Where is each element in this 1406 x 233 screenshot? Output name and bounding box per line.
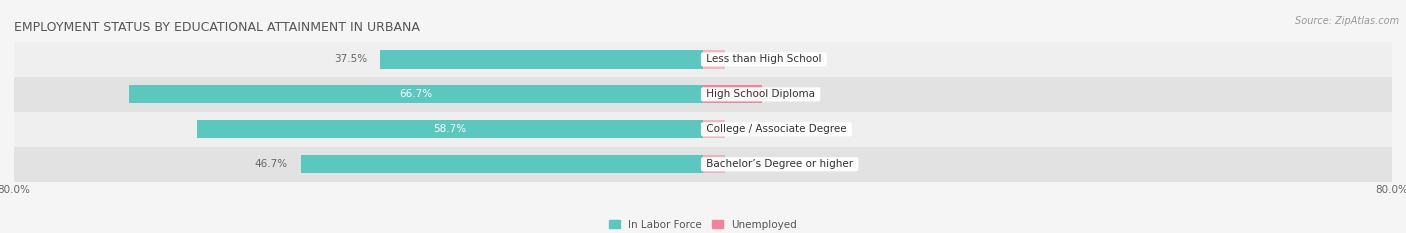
Text: 0.0%: 0.0%: [738, 159, 763, 169]
Bar: [703, 85, 762, 103]
Text: Source: ZipAtlas.com: Source: ZipAtlas.com: [1295, 16, 1399, 26]
Text: 46.7%: 46.7%: [254, 159, 288, 169]
Legend: In Labor Force, Unemployed: In Labor Force, Unemployed: [609, 220, 797, 230]
Bar: [703, 120, 724, 138]
Bar: [14, 112, 1392, 147]
Bar: [14, 77, 1392, 112]
Text: College / Associate Degree: College / Associate Degree: [703, 124, 849, 134]
Bar: [197, 120, 703, 138]
Text: Bachelor’s Degree or higher: Bachelor’s Degree or higher: [703, 159, 856, 169]
Text: Less than High School: Less than High School: [703, 55, 825, 64]
Bar: [703, 155, 724, 173]
Bar: [128, 85, 703, 103]
Text: 58.7%: 58.7%: [433, 124, 467, 134]
Text: 6.9%: 6.9%: [775, 89, 801, 99]
Text: 0.0%: 0.0%: [738, 124, 763, 134]
Bar: [380, 50, 703, 69]
Text: 66.7%: 66.7%: [399, 89, 433, 99]
Text: High School Diploma: High School Diploma: [703, 89, 818, 99]
Bar: [301, 155, 703, 173]
Text: EMPLOYMENT STATUS BY EDUCATIONAL ATTAINMENT IN URBANA: EMPLOYMENT STATUS BY EDUCATIONAL ATTAINM…: [14, 21, 420, 34]
Text: 0.0%: 0.0%: [738, 55, 763, 64]
Bar: [14, 42, 1392, 77]
Bar: [703, 50, 724, 69]
Bar: [14, 147, 1392, 182]
Text: 37.5%: 37.5%: [335, 55, 367, 64]
